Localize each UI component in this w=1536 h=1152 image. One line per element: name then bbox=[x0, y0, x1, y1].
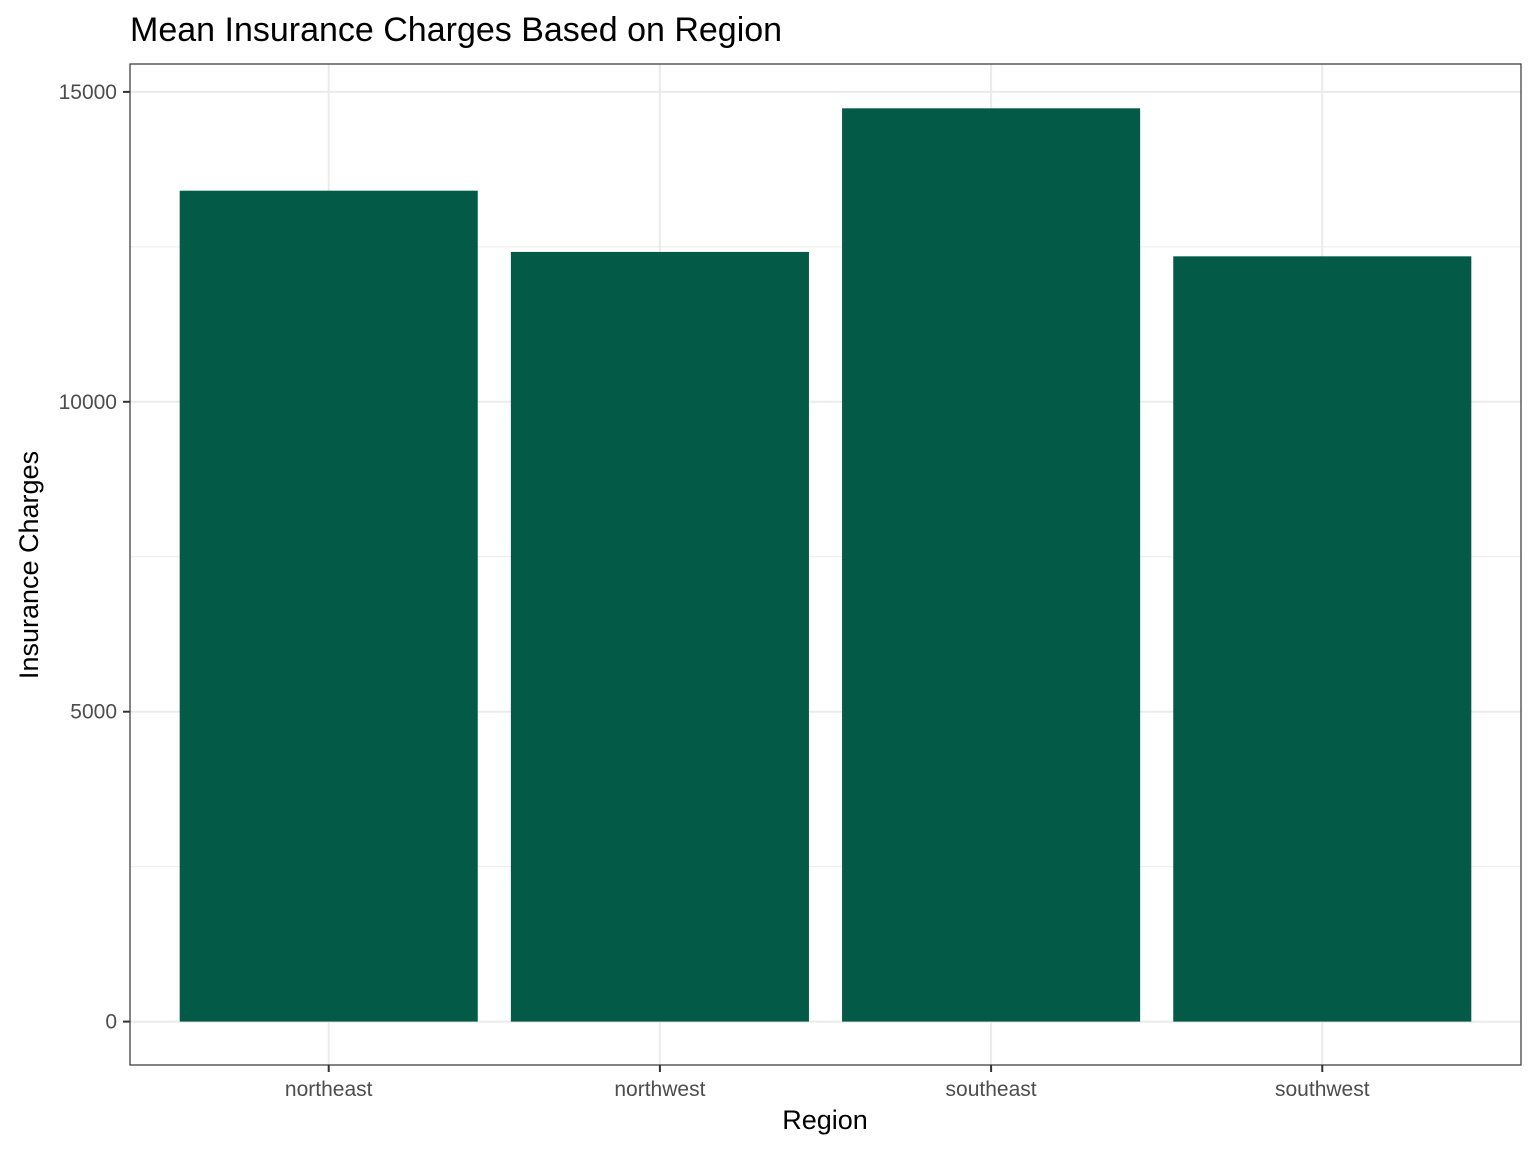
chart-title: Mean Insurance Charges Based on Region bbox=[130, 11, 782, 49]
y-tick-label: 5000 bbox=[70, 701, 117, 724]
y-axis-title: Insurance Charges bbox=[14, 451, 44, 679]
x-axis-title: Region bbox=[782, 1105, 868, 1135]
panel-border bbox=[129, 63, 1522, 1066]
bar-southeast bbox=[842, 108, 1141, 1022]
y-tick-label: 10000 bbox=[59, 391, 117, 414]
x-tick-label: northeast bbox=[285, 1078, 373, 1101]
bar-northwest bbox=[510, 251, 809, 1022]
x-tick-label: northwest bbox=[614, 1078, 705, 1101]
y-tick-label: 15000 bbox=[59, 81, 117, 104]
bar-northeast bbox=[179, 190, 478, 1022]
axes: 0 5000 10000 15000 northeast northwest southea… bbox=[59, 63, 1522, 1101]
bars bbox=[179, 108, 1472, 1022]
x-tick-label: southwest bbox=[1275, 1078, 1370, 1101]
x-tick-label: southeast bbox=[946, 1078, 1037, 1101]
y-tick-label: 0 bbox=[105, 1011, 117, 1034]
bar-southwest bbox=[1173, 256, 1472, 1022]
